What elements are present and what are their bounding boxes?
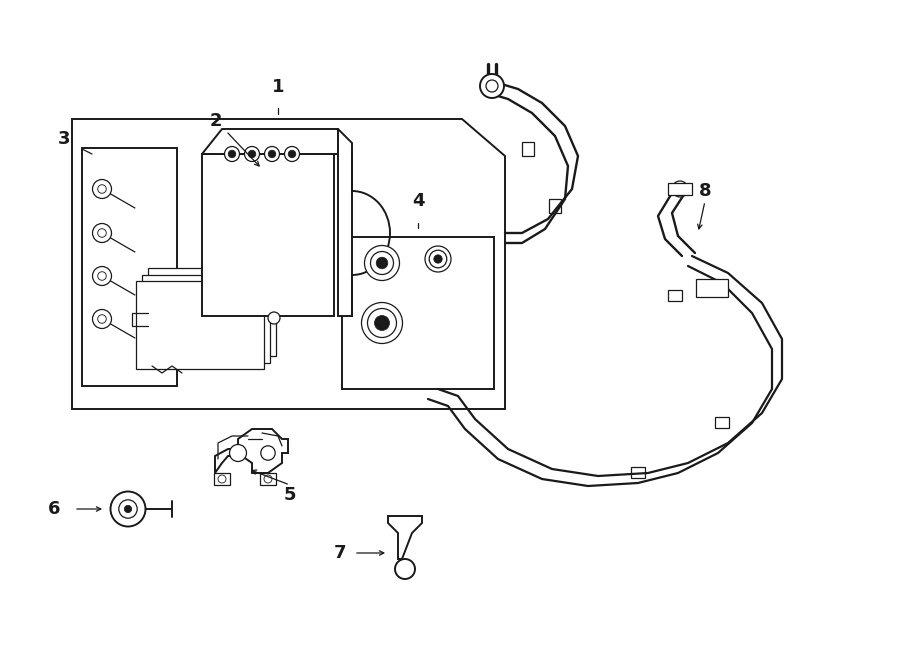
Circle shape: [124, 505, 131, 513]
Circle shape: [288, 150, 296, 158]
Text: 3: 3: [58, 130, 70, 148]
Circle shape: [284, 147, 300, 161]
Circle shape: [480, 74, 504, 98]
Circle shape: [111, 492, 146, 527]
Circle shape: [367, 309, 397, 338]
Circle shape: [230, 444, 247, 461]
Text: 2: 2: [210, 112, 222, 130]
Circle shape: [248, 150, 256, 158]
Text: 6: 6: [48, 500, 60, 518]
Bar: [715, 417, 729, 428]
Circle shape: [429, 251, 446, 268]
Bar: [342, 237, 494, 389]
Circle shape: [265, 147, 280, 161]
Circle shape: [264, 475, 272, 483]
Circle shape: [224, 147, 239, 161]
Circle shape: [98, 315, 106, 323]
Bar: [142, 275, 270, 363]
Bar: [668, 183, 692, 195]
Circle shape: [376, 257, 388, 269]
Polygon shape: [215, 429, 288, 473]
Bar: [260, 473, 276, 485]
Bar: [668, 290, 682, 301]
Circle shape: [364, 245, 400, 280]
Text: 1: 1: [272, 78, 284, 96]
Circle shape: [268, 312, 280, 324]
Circle shape: [229, 150, 236, 158]
Circle shape: [672, 181, 688, 197]
Circle shape: [261, 446, 275, 460]
Circle shape: [93, 309, 112, 329]
Circle shape: [371, 251, 393, 274]
Bar: [696, 279, 728, 297]
Circle shape: [98, 184, 106, 193]
Circle shape: [395, 559, 415, 579]
Circle shape: [98, 229, 106, 237]
Polygon shape: [202, 129, 338, 154]
Circle shape: [245, 147, 259, 161]
Circle shape: [362, 303, 402, 344]
Circle shape: [218, 475, 226, 483]
Circle shape: [93, 180, 112, 198]
Bar: [136, 281, 264, 369]
Bar: [82, 148, 177, 386]
Circle shape: [374, 315, 390, 330]
Circle shape: [119, 500, 137, 518]
Polygon shape: [338, 129, 352, 316]
Bar: [202, 154, 334, 316]
Circle shape: [93, 266, 112, 286]
Circle shape: [425, 246, 451, 272]
Bar: [214, 473, 230, 485]
Bar: [631, 467, 645, 478]
Circle shape: [98, 272, 106, 280]
Text: 4: 4: [412, 192, 424, 210]
Bar: [549, 199, 561, 213]
Text: 8: 8: [698, 182, 711, 200]
Bar: [148, 268, 276, 356]
Text: 7: 7: [334, 544, 346, 562]
Circle shape: [486, 80, 498, 92]
Bar: [522, 142, 534, 156]
Circle shape: [434, 254, 442, 263]
Circle shape: [93, 223, 112, 243]
Polygon shape: [388, 516, 422, 559]
Text: 5: 5: [284, 486, 296, 504]
Circle shape: [268, 150, 275, 158]
